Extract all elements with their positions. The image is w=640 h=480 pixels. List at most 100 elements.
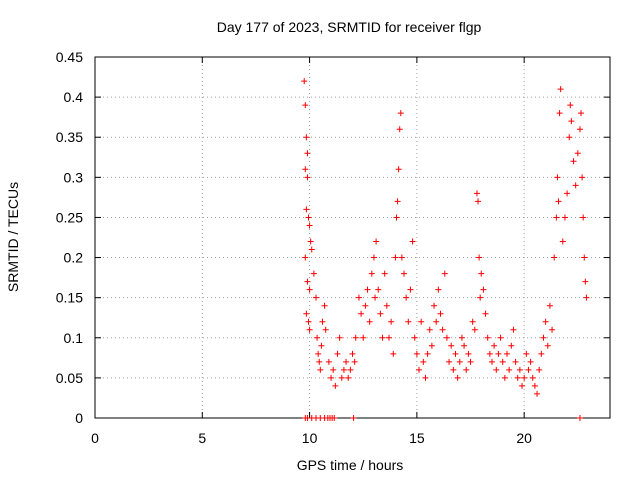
data-point xyxy=(343,358,350,365)
data-point xyxy=(325,358,332,365)
data-point xyxy=(486,350,493,357)
y-tick-label: 0.45 xyxy=(56,49,83,65)
data-point xyxy=(452,350,459,357)
data-point xyxy=(551,254,558,261)
data-point xyxy=(439,326,446,333)
data-point xyxy=(570,158,577,165)
data-point xyxy=(407,286,414,293)
data-point xyxy=(536,366,543,373)
data-point xyxy=(416,366,423,373)
data-point xyxy=(370,254,377,261)
data-point xyxy=(390,350,397,357)
data-point xyxy=(303,206,310,213)
data-point xyxy=(332,382,339,389)
data-point xyxy=(542,318,549,325)
data-point xyxy=(381,270,388,277)
data-point xyxy=(319,318,326,325)
data-point xyxy=(568,118,575,125)
data-point xyxy=(314,334,321,341)
data-point xyxy=(317,366,324,373)
data-point xyxy=(420,358,427,365)
data-point xyxy=(564,190,571,197)
data-point xyxy=(572,182,579,189)
data-point xyxy=(450,366,457,373)
data-point xyxy=(516,366,523,373)
data-point xyxy=(345,374,352,381)
data-point xyxy=(497,334,504,341)
data-point xyxy=(306,286,313,293)
data-point xyxy=(379,334,386,341)
data-point xyxy=(411,334,418,341)
plot-frame xyxy=(94,56,611,419)
data-point xyxy=(426,326,433,333)
chart-title: Day 177 of 2023, SRMTID for receiver flg… xyxy=(217,19,482,35)
data-point xyxy=(544,342,551,349)
data-point xyxy=(510,326,517,333)
data-point xyxy=(446,358,453,365)
data-point xyxy=(340,366,347,373)
y-tick-label: 0.15 xyxy=(56,290,83,306)
data-point xyxy=(331,415,338,421)
data-point xyxy=(531,382,538,389)
y-tick-label: 0.35 xyxy=(56,129,83,145)
data-point xyxy=(305,318,312,325)
x-tick-label: 10 xyxy=(302,430,318,446)
data-point xyxy=(553,214,560,221)
y-tick-label: 0.3 xyxy=(64,169,84,185)
y-tick-label: 0.25 xyxy=(56,209,83,225)
data-point xyxy=(394,198,401,205)
data-point xyxy=(574,150,581,157)
data-point xyxy=(350,415,357,421)
data-point xyxy=(409,238,416,245)
data-point xyxy=(477,294,484,301)
data-point xyxy=(525,366,532,373)
data-point xyxy=(566,134,573,141)
data-point xyxy=(431,302,438,309)
data-point xyxy=(527,358,534,365)
data-point xyxy=(397,110,404,117)
data-point xyxy=(578,110,585,117)
data-point xyxy=(514,374,521,381)
data-point xyxy=(418,318,425,325)
data-point xyxy=(322,326,329,333)
data-point xyxy=(315,350,322,357)
data-point xyxy=(501,374,508,381)
data-point xyxy=(302,254,309,261)
data-point xyxy=(310,270,317,277)
data-point xyxy=(441,270,448,277)
data-point xyxy=(303,310,310,317)
data-point xyxy=(372,294,379,301)
data-point xyxy=(435,286,442,293)
data-point xyxy=(437,310,444,317)
data-point xyxy=(491,342,498,349)
data-point xyxy=(480,286,487,293)
data-point xyxy=(388,318,395,325)
data-point xyxy=(313,294,320,301)
data-point xyxy=(471,326,478,333)
data-point xyxy=(521,374,528,381)
data-point xyxy=(475,198,482,205)
data-point xyxy=(540,334,547,341)
data-point xyxy=(482,310,489,317)
data-point xyxy=(321,302,328,309)
data-point xyxy=(396,126,403,133)
grid xyxy=(95,57,610,418)
data-point xyxy=(308,246,315,253)
data-point xyxy=(422,374,429,381)
data-point xyxy=(473,190,480,197)
data-point xyxy=(358,310,365,317)
data-point xyxy=(304,278,311,285)
data-point xyxy=(398,254,405,261)
data-point xyxy=(413,350,420,357)
data-point xyxy=(392,254,399,261)
data-point xyxy=(523,350,530,357)
data-point xyxy=(508,342,515,349)
data-point xyxy=(433,318,440,325)
data-point xyxy=(467,358,474,365)
data-point xyxy=(465,350,472,357)
data-point xyxy=(318,342,325,349)
data-point xyxy=(484,334,491,341)
data-point xyxy=(377,310,384,317)
data-point xyxy=(495,350,502,357)
data-point xyxy=(334,350,341,357)
